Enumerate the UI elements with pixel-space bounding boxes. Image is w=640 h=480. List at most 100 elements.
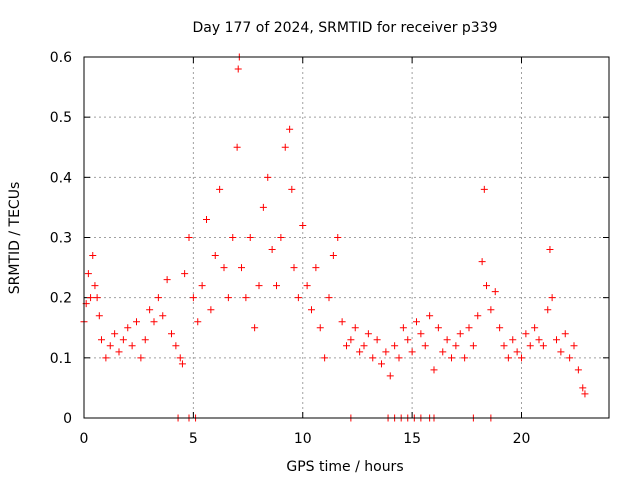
- data-point: [238, 264, 245, 272]
- data-point: [288, 185, 296, 193]
- y-tick-label: 0.6: [50, 50, 72, 66]
- data-point: [308, 306, 315, 314]
- data-point: [487, 306, 495, 314]
- data-point: [198, 282, 206, 290]
- data-point: [535, 336, 543, 344]
- data-point: [264, 173, 272, 181]
- data-point: [513, 348, 521, 356]
- data-point: [474, 312, 482, 320]
- data-point: [546, 246, 554, 254]
- data-point: [102, 354, 110, 362]
- data-point: [434, 324, 442, 332]
- x-tick-label: 15: [403, 431, 421, 447]
- data-point: [439, 348, 447, 356]
- data-point: [452, 342, 460, 350]
- data-point: [216, 185, 224, 193]
- data-point: [369, 354, 377, 362]
- data-point: [115, 348, 123, 356]
- data-point: [89, 252, 97, 260]
- data-point: [579, 384, 587, 392]
- data-point: [391, 342, 399, 350]
- data-point: [553, 336, 560, 344]
- data-point: [417, 330, 425, 338]
- data-point: [581, 390, 589, 398]
- data-point: [378, 360, 385, 368]
- data-point: [373, 336, 381, 344]
- data-point: [194, 318, 202, 326]
- plot-frame: [83, 56, 610, 419]
- data-point: [316, 324, 324, 332]
- data-point: [203, 215, 210, 223]
- data-point: [259, 203, 267, 211]
- data-point: [124, 324, 132, 332]
- data-point: [95, 312, 103, 320]
- data-point: [351, 324, 359, 332]
- data-point: [531, 324, 539, 332]
- data-point: [557, 348, 565, 356]
- data-point: [408, 348, 416, 356]
- data-point: [119, 336, 127, 344]
- data-point: [483, 282, 490, 290]
- data-point: [229, 234, 237, 241]
- data-point: [364, 330, 372, 338]
- data-point: [334, 234, 342, 241]
- data-point: [207, 306, 215, 314]
- data-point: [496, 324, 504, 332]
- data-point: [448, 354, 455, 362]
- data-point: [246, 234, 254, 241]
- data-point: [461, 354, 469, 362]
- data-point: [294, 294, 302, 302]
- x-tick-label: 0: [80, 431, 89, 447]
- tick-labels: 0 5 10 15 20 0 0.1 0.2 0.3 0.4 0.5 0.6: [50, 50, 531, 447]
- data-point: [303, 282, 311, 290]
- data-point: [176, 354, 184, 362]
- data-point: [526, 342, 534, 350]
- x-axis-label: GPS time / hours: [286, 459, 403, 475]
- data-point: [106, 342, 114, 350]
- data-point: [504, 354, 512, 362]
- data-point: [84, 270, 92, 278]
- data-point: [338, 318, 346, 326]
- data-point: [159, 312, 167, 320]
- y-tick-label: 0.5: [50, 110, 72, 126]
- data-point: [242, 294, 250, 302]
- data-point: [430, 366, 438, 374]
- data-point: [172, 342, 180, 350]
- y-tick-label: 0.4: [50, 170, 72, 186]
- y-tick-label: 0: [63, 411, 72, 427]
- data-point: [233, 143, 241, 151]
- data-point: [360, 342, 368, 350]
- data-point: [220, 264, 228, 272]
- data-points: [80, 53, 589, 422]
- data-point: [290, 264, 298, 272]
- data-point: [234, 65, 242, 73]
- data-point: [181, 270, 189, 278]
- data-point: [111, 330, 119, 338]
- data-point: [251, 324, 259, 332]
- data-point: [518, 354, 525, 362]
- data-point: [478, 258, 486, 266]
- data-point: [544, 306, 552, 314]
- data-point: [299, 221, 307, 229]
- data-point: [413, 318, 420, 326]
- data-point: [566, 354, 574, 362]
- data-point: [273, 282, 280, 290]
- data-point: [178, 360, 186, 368]
- data-point: [356, 348, 364, 356]
- data-point: [469, 342, 477, 350]
- data-point: [548, 294, 556, 302]
- x-tick-label: 5: [189, 431, 198, 447]
- chart-title: Day 177 of 2024, SRMTID for receiver p33…: [192, 20, 497, 36]
- data-point: [500, 342, 508, 350]
- data-point: [465, 324, 473, 332]
- y-tick-label: 0.2: [50, 291, 72, 307]
- data-point: [91, 282, 99, 290]
- data-point: [522, 330, 530, 338]
- data-point: [141, 336, 149, 344]
- data-point: [93, 294, 101, 302]
- data-point: [509, 336, 517, 344]
- data-point: [154, 294, 162, 302]
- data-point: [255, 282, 263, 290]
- data-point: [312, 264, 320, 272]
